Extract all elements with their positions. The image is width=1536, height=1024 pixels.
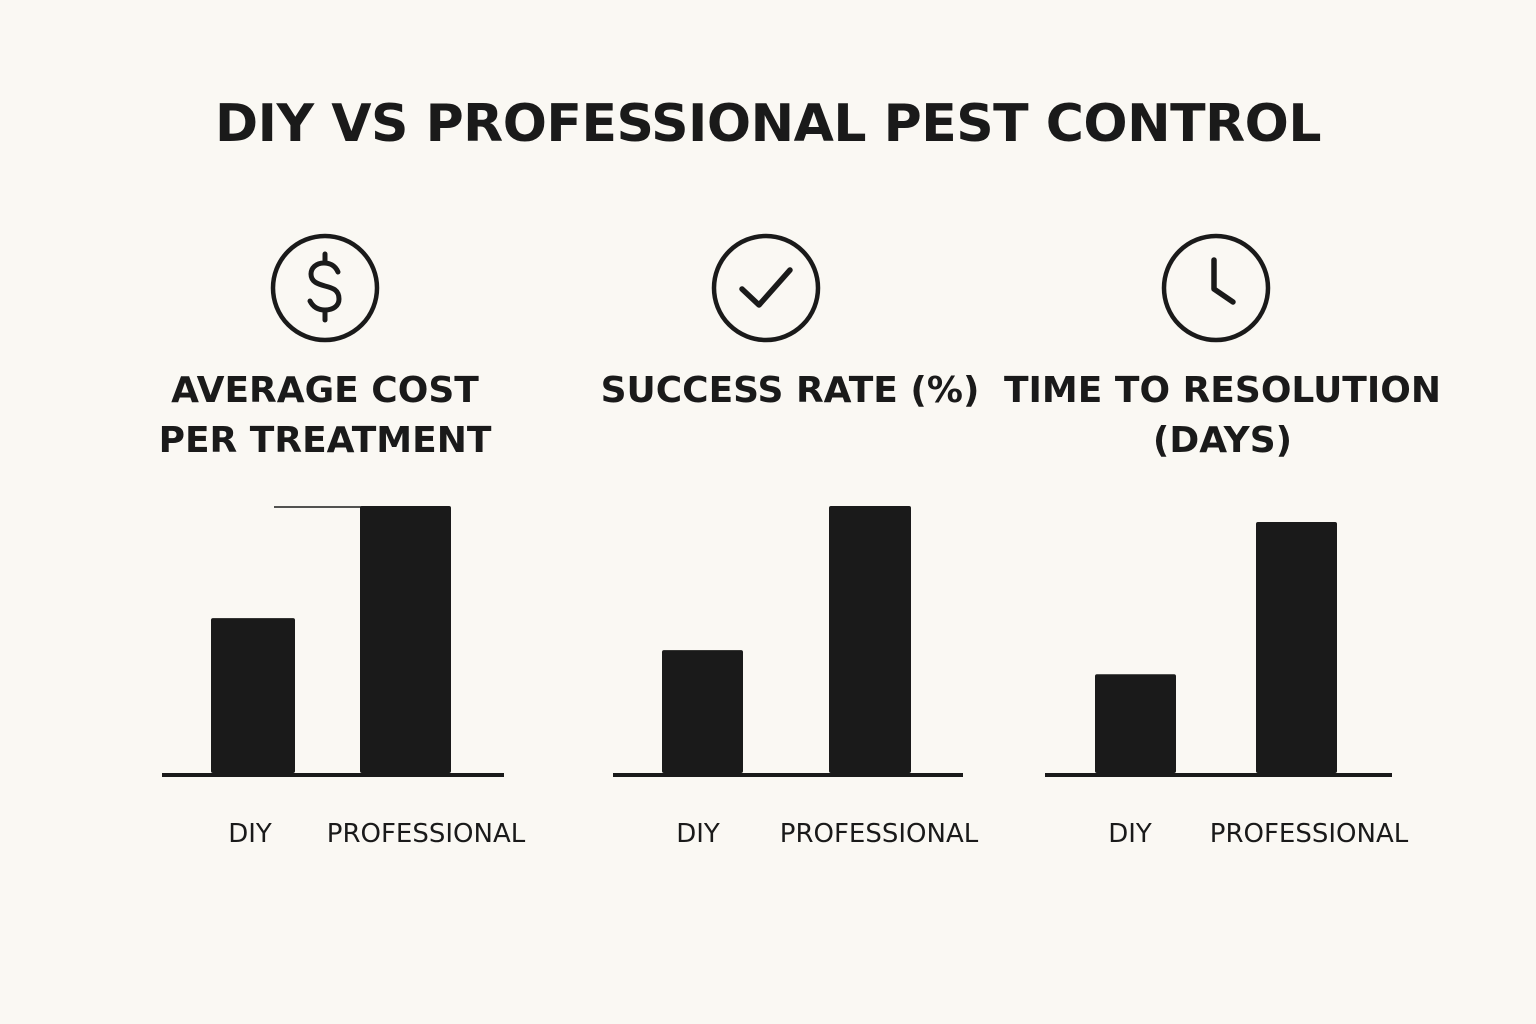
- bars-layer: [211, 506, 1337, 773]
- bar-time-professional: [1256, 522, 1337, 773]
- bar-time-diy: [1095, 674, 1176, 773]
- bar-success-diy: [662, 650, 743, 773]
- bar-cost-diy: [211, 618, 295, 773]
- chart-title-time: TIME TO RESOLUTION (DAYS): [1003, 370, 1441, 461]
- chart-title-success: SUCCESS RATE (%): [600, 370, 980, 411]
- page-title: DIY VS PROFESSIONAL PEST CONTROL: [215, 94, 1322, 154]
- tick-label-success-professional: PROFESSIONAL: [780, 819, 979, 849]
- tick-labels-layer: DIY PROFESSIONAL DIY PROFESSIONAL DIY PROFESS…: [228, 819, 1409, 849]
- tick-label-success-diy: DIY: [676, 819, 720, 849]
- tick-label-cost-diy: DIY: [228, 819, 272, 849]
- bar-success-professional: [829, 506, 911, 773]
- tick-label-time-diy: DIY: [1108, 819, 1152, 849]
- tick-label-time-professional: PROFESSIONAL: [1210, 819, 1409, 849]
- checkmark-circle-icon: [711, 233, 821, 343]
- dollar-circle-icon: [270, 233, 380, 343]
- bar-cost-professional: [360, 506, 451, 773]
- tick-label-cost-professional: PROFESSIONAL: [327, 819, 526, 849]
- clock-icon: [1161, 233, 1271, 343]
- chart-title-cost: AVERAGE COST PER TREATMENT: [158, 370, 492, 461]
